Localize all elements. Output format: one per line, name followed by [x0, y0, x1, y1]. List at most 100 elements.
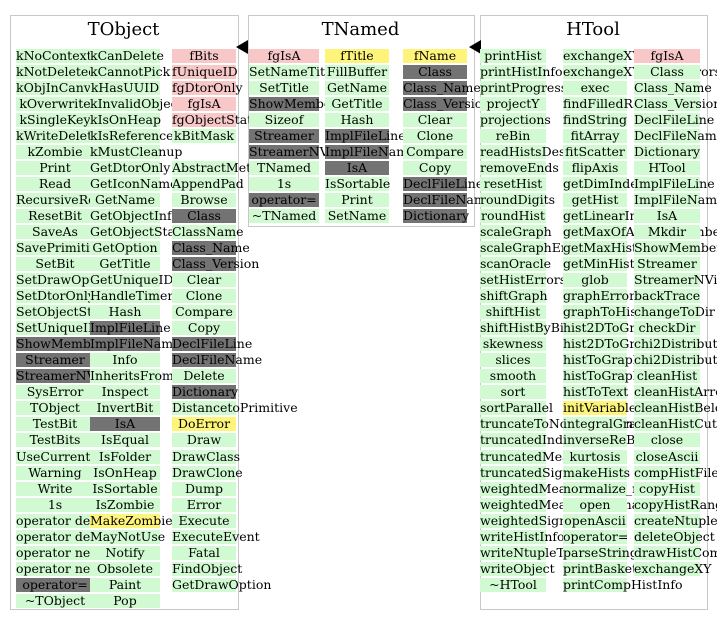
member-tobject-browse[interactable]: Browse	[172, 193, 236, 207]
member-htool-fgisa[interactable]: fgIsA	[634, 49, 700, 63]
member-htool-htool[interactable]: ~HTool	[480, 578, 546, 592]
member-tobject-dump[interactable]: Dump	[172, 482, 236, 496]
member-htool-backtrace[interactable]: backTrace	[634, 288, 701, 303]
member-htool-printcomphistinfo[interactable]: printCompHistInfo	[563, 577, 683, 592]
member-tnamed-hash[interactable]: Hash	[325, 113, 389, 127]
member-tobject-drawclone[interactable]: DrawClone	[172, 465, 243, 480]
member-tobject-doerror[interactable]: DoError	[172, 417, 236, 431]
member-htool-writeobject[interactable]: writeObject	[480, 561, 555, 576]
member-htool-hist2dtograph[interactable]: hist2DToGraph	[563, 320, 659, 335]
member-htool-flipaxis[interactable]: flipAxis	[563, 161, 627, 175]
member-htool-isa[interactable]: IsA	[634, 209, 700, 223]
member-htool-sortparallel[interactable]: sortParallel	[480, 400, 554, 415]
member-tobject-info[interactable]: Info	[90, 353, 160, 367]
member-htool-open[interactable]: open	[563, 498, 627, 512]
member-tnamed-class-name[interactable]: Class_Name	[403, 80, 481, 95]
member-htool-resethist[interactable]: resetHist	[480, 177, 546, 191]
member-tobject-operator-delete[interactable]: operator delete	[16, 513, 115, 528]
member-tobject-drawclass[interactable]: DrawClass	[172, 449, 240, 464]
member-htool-shifthist[interactable]: shiftHist	[480, 305, 546, 319]
member-tobject-copy[interactable]: Copy	[172, 321, 236, 335]
member-tnamed-setname[interactable]: SetName	[325, 209, 389, 223]
member-tobject-getobjectstat[interactable]: GetObjectStat	[90, 224, 181, 239]
member-htool-printhistinfo[interactable]: printHistInfo	[480, 64, 563, 79]
member-htool-truncatedsigma[interactable]: truncatedSigma	[480, 465, 582, 480]
member-tobject-getdrawoption[interactable]: GetDrawOption	[172, 577, 272, 592]
member-htool-roundhist[interactable]: roundHist	[480, 208, 546, 223]
member-tobject-execute[interactable]: Execute	[172, 514, 236, 528]
member-htool-dictionary[interactable]: Dictionary	[634, 144, 701, 159]
member-tobject-kcannotpick[interactable]: kCannotPick	[90, 64, 171, 79]
member-htool-writehistinfo[interactable]: writeHistInfo	[480, 529, 565, 544]
member-tobject-inheritsfrom[interactable]: InheritsFrom	[90, 368, 174, 383]
member-htool-graphtohist[interactable]: graphToHist	[563, 304, 642, 319]
member-tobject-clear[interactable]: Clear	[172, 273, 236, 287]
member-tobject-obsolete[interactable]: Obsolete	[90, 562, 160, 576]
member-tobject-operator-new[interactable]: operator new[]	[16, 561, 111, 576]
member-tobject-setuniqueid[interactable]: SetUniqueID	[16, 320, 98, 335]
member-htool-closeascii[interactable]: closeAscii	[634, 449, 700, 464]
member-htool-fitarray[interactable]: fitArray	[563, 129, 627, 143]
member-tobject-draw[interactable]: Draw	[172, 433, 236, 447]
member-tobject-kwritedelete[interactable]: kWriteDelete	[16, 128, 100, 143]
member-htool-hist2dtographerrors[interactable]: hist2DToGraphErrors	[563, 337, 700, 351]
member-tobject-isonheap[interactable]: IsOnHeap	[90, 466, 160, 480]
member-tobject-pop[interactable]: Pop	[90, 594, 160, 608]
member-tnamed-fgisa[interactable]: fgIsA	[249, 49, 319, 63]
member-htool-scalegraph[interactable]: scaleGraph	[480, 224, 552, 239]
member-tobject-fbits[interactable]: fBits	[172, 49, 236, 63]
member-htool-weightedsigma[interactable]: weightedSigma	[480, 513, 579, 528]
member-tobject-getname[interactable]: GetName	[90, 193, 160, 207]
member-htool-initvariables[interactable]: initVariables	[563, 400, 643, 415]
member-tnamed-sizeof[interactable]: Sizeof	[249, 113, 319, 127]
member-htool-getlinearindex[interactable]: getLinearIndex	[563, 208, 661, 223]
member-htool-slices[interactable]: slices	[480, 353, 546, 367]
member-tobject-notify[interactable]: Notify	[90, 546, 160, 560]
member-htool-rebin[interactable]: reBin	[480, 129, 546, 143]
member-tobject-delete[interactable]: Delete	[172, 369, 236, 383]
member-tobject-kisreferenced[interactable]: kIsReferenced	[90, 128, 182, 143]
member-tobject-kobjincanvas[interactable]: kObjInCanvas	[16, 80, 105, 95]
member-htool-operator[interactable]: operator=	[563, 529, 629, 544]
member-tobject-kmustcleanup[interactable]: kMustCleanup	[90, 144, 183, 159]
member-tobject-knotdeleted[interactable]: kNotDeleted	[16, 64, 97, 79]
member-tobject-executeevent[interactable]: ExecuteEvent	[172, 529, 260, 544]
member-tobject-testbits[interactable]: TestBits	[16, 433, 94, 447]
member-htool-copyhist[interactable]: copyHist	[634, 482, 700, 496]
member-htool-cleanhistarroundline[interactable]: cleanHistArroundLine	[634, 384, 717, 399]
member-tobject-operator-delete[interactable]: operator delete[]	[16, 529, 124, 544]
member-tobject-abstractmethod[interactable]: AbstractMethod	[172, 160, 275, 175]
member-htool-projecty[interactable]: projectY	[480, 97, 546, 111]
member-htool-class[interactable]: Class	[634, 65, 700, 79]
member-tobject-getdtoronly[interactable]: GetDtorOnly	[90, 160, 171, 175]
member-htool-declfileline[interactable]: DeclFileLine	[634, 112, 715, 127]
member-tobject-resetbit[interactable]: ResetBit	[16, 209, 94, 223]
member-tobject-implfileline[interactable]: ImplFileLine	[90, 320, 171, 335]
member-htool-exchangexy[interactable]: exchangeXY	[634, 561, 712, 576]
member-tobject-makezombie[interactable]: MakeZombie	[90, 513, 173, 528]
member-tobject-usecurrentstyle[interactable]: UseCurrentStyle	[16, 449, 123, 464]
member-htool-printbaskets[interactable]: printBaskets	[563, 561, 644, 576]
member-tnamed-operator[interactable]: operator=	[249, 193, 319, 207]
member-tnamed-copy[interactable]: Copy	[403, 161, 467, 175]
member-tobject-getoption[interactable]: GetOption	[90, 241, 160, 255]
member-tobject-setdtoronly[interactable]: SetDtorOnly	[16, 288, 95, 303]
member-tobject-print[interactable]: Print	[16, 161, 94, 175]
member-tobject-maynotuse[interactable]: MayNotUse	[90, 529, 166, 544]
member-htool-scanoracle[interactable]: scanOracle	[480, 256, 551, 271]
member-tobject-isequal[interactable]: IsEqual	[90, 433, 160, 447]
member-htool-chi2distribution[interactable]: chi2Distribution	[634, 336, 717, 351]
member-htool-streamer[interactable]: Streamer	[634, 257, 700, 271]
member-tobject-distancetoprimitive[interactable]: DistancetoPrimitive	[172, 400, 298, 415]
member-tobject-operator[interactable]: operator=	[16, 578, 94, 592]
member-htool-streamernvirtual[interactable]: StreamerNVirtual	[634, 272, 717, 287]
member-tobject-hash[interactable]: Hash	[90, 305, 160, 319]
member-tobject-class[interactable]: Class	[172, 209, 236, 223]
member-tnamed-tnamed[interactable]: ~TNamed	[249, 209, 319, 223]
member-tobject-setbit[interactable]: SetBit	[16, 257, 94, 271]
member-htool-glob[interactable]: glob	[563, 273, 627, 287]
member-tobject-setdrawoption[interactable]: SetDrawOption	[16, 272, 114, 287]
member-tobject-kbitmask[interactable]: kBitMask	[172, 128, 236, 143]
member-tobject-implfilename[interactable]: ImplFileName	[90, 336, 181, 351]
member-tobject-handletimer[interactable]: HandleTimer	[90, 288, 174, 303]
